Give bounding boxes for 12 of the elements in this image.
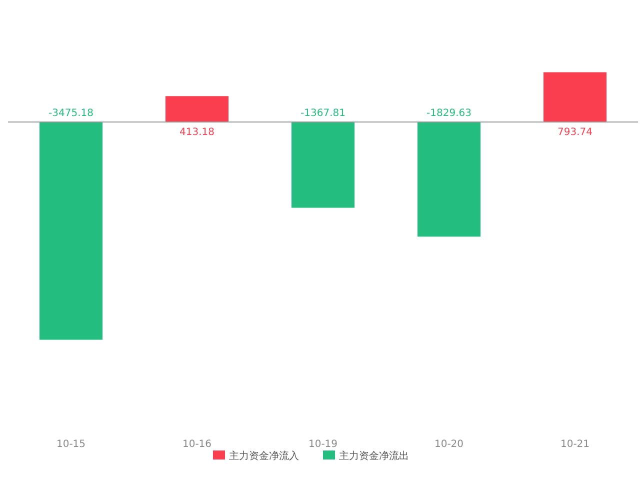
data-label: -1367.81	[300, 108, 346, 119]
x-tick-label: 10-16	[182, 439, 212, 450]
x-tick-label: 10-19	[308, 439, 338, 450]
x-tick-label: 10-15	[56, 439, 86, 450]
data-label: -1829.63	[426, 108, 472, 119]
data-label: 413.18	[180, 127, 214, 138]
x-tick-label: 10-20	[434, 439, 464, 450]
data-label: 793.74	[558, 127, 592, 138]
x-tick-label: 10-21	[560, 439, 590, 450]
legend-label: 主力资金净流出	[339, 451, 409, 462]
legend-label: 主力资金净流入	[229, 451, 299, 462]
data-label: -3475.18	[48, 108, 94, 119]
